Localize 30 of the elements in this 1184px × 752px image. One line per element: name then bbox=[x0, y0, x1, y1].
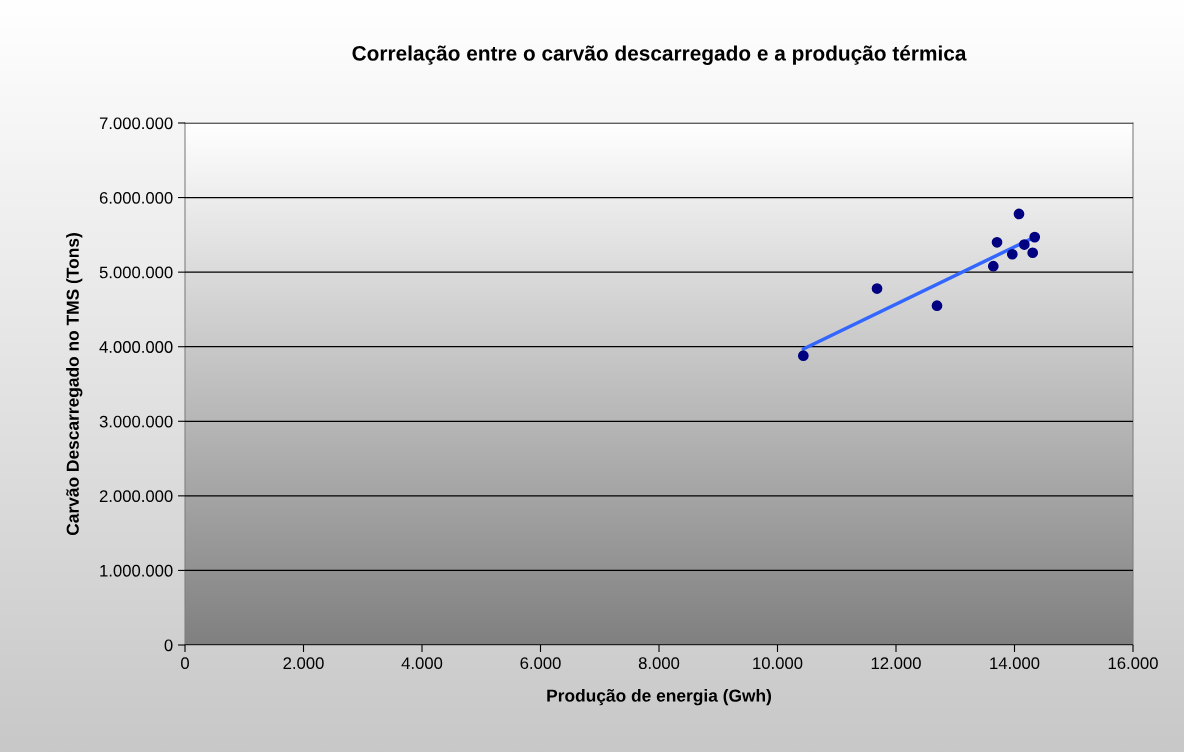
point bbox=[987, 260, 999, 272]
x-tick-label: 10.000 bbox=[753, 657, 803, 670]
x-tick-label: 8.000 bbox=[638, 657, 680, 670]
point bbox=[1006, 248, 1018, 260]
x-tick-label: 4.000 bbox=[401, 657, 443, 670]
point bbox=[1029, 231, 1041, 243]
x-axis-title: Produção de energia (Gwh) bbox=[547, 689, 772, 706]
x-tick-label: 16.000 bbox=[1108, 657, 1158, 670]
y-tick-label: 2.000.000 bbox=[99, 490, 173, 503]
y-tick-label: 3.000.000 bbox=[99, 415, 173, 428]
point bbox=[931, 300, 943, 312]
point bbox=[871, 283, 883, 294]
y-tick-label: 4.000.000 bbox=[99, 341, 173, 353]
y-tick-label: 5.000.000 bbox=[99, 266, 173, 279]
x-tick-label: 2.000 bbox=[283, 657, 324, 670]
y-axis-title: Carvão Descarregado no TMS (Tons) bbox=[66, 233, 83, 536]
point bbox=[797, 350, 809, 362]
x-tick-label: 14.000 bbox=[990, 657, 1040, 670]
chart-title: Correlação entre o carvão descarregado e a produção térmica bbox=[352, 45, 967, 65]
y-tick-label: 0 bbox=[164, 639, 173, 652]
point bbox=[1013, 208, 1025, 220]
y-tick-label: 7.000.000 bbox=[99, 117, 173, 130]
y-tick-label: 6.000.000 bbox=[99, 191, 173, 204]
x-tick-label: 12.000 bbox=[871, 657, 921, 670]
x-tick-label: 0 bbox=[181, 657, 189, 670]
point bbox=[1027, 247, 1039, 259]
y-tick-label: 1.000.000 bbox=[100, 564, 173, 577]
point bbox=[991, 236, 1003, 248]
point bbox=[1018, 239, 1030, 250]
x-tick-label: 6.000 bbox=[520, 657, 561, 670]
